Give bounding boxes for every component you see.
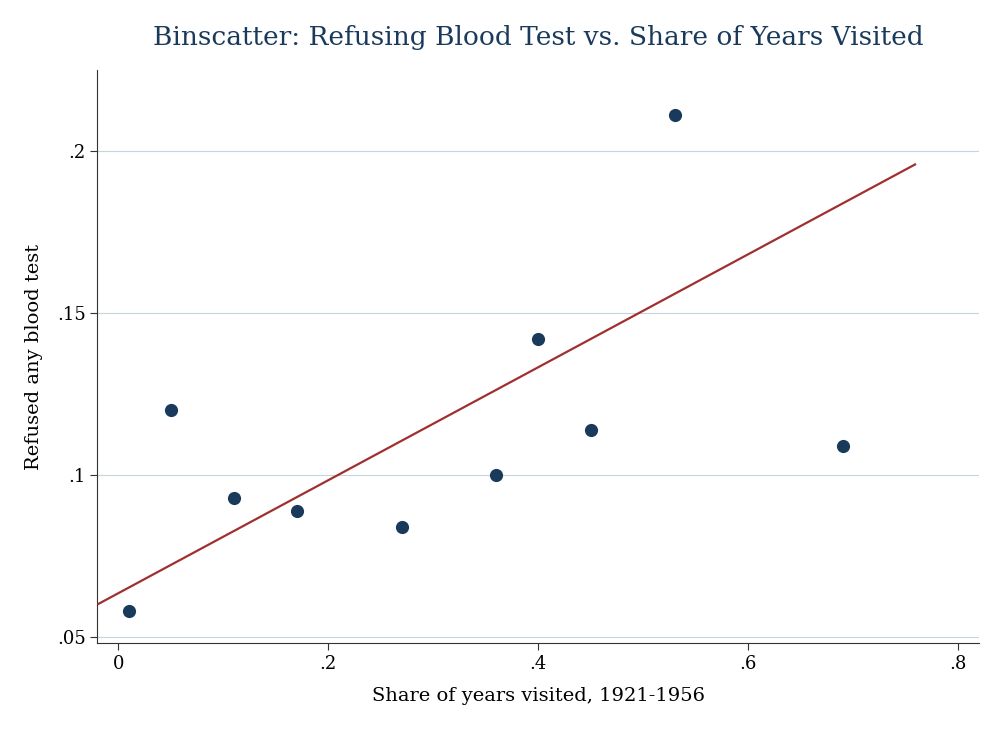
- Point: [487, 469, 504, 481]
- X-axis label: Share of years visited, 1921-1956: Share of years visited, 1921-1956: [371, 687, 704, 705]
- Point: [530, 333, 546, 345]
- Point: [833, 440, 850, 452]
- Point: [162, 404, 179, 416]
- Point: [120, 605, 136, 617]
- Point: [289, 504, 305, 516]
- Point: [582, 423, 598, 435]
- Title: Binscatter: Refusing Blood Test vs. Share of Years Visited: Binscatter: Refusing Blood Test vs. Shar…: [152, 25, 923, 50]
- Y-axis label: Refused any blood test: Refused any blood test: [25, 244, 43, 469]
- Point: [393, 521, 409, 533]
- Point: [666, 110, 682, 121]
- Point: [226, 492, 242, 504]
